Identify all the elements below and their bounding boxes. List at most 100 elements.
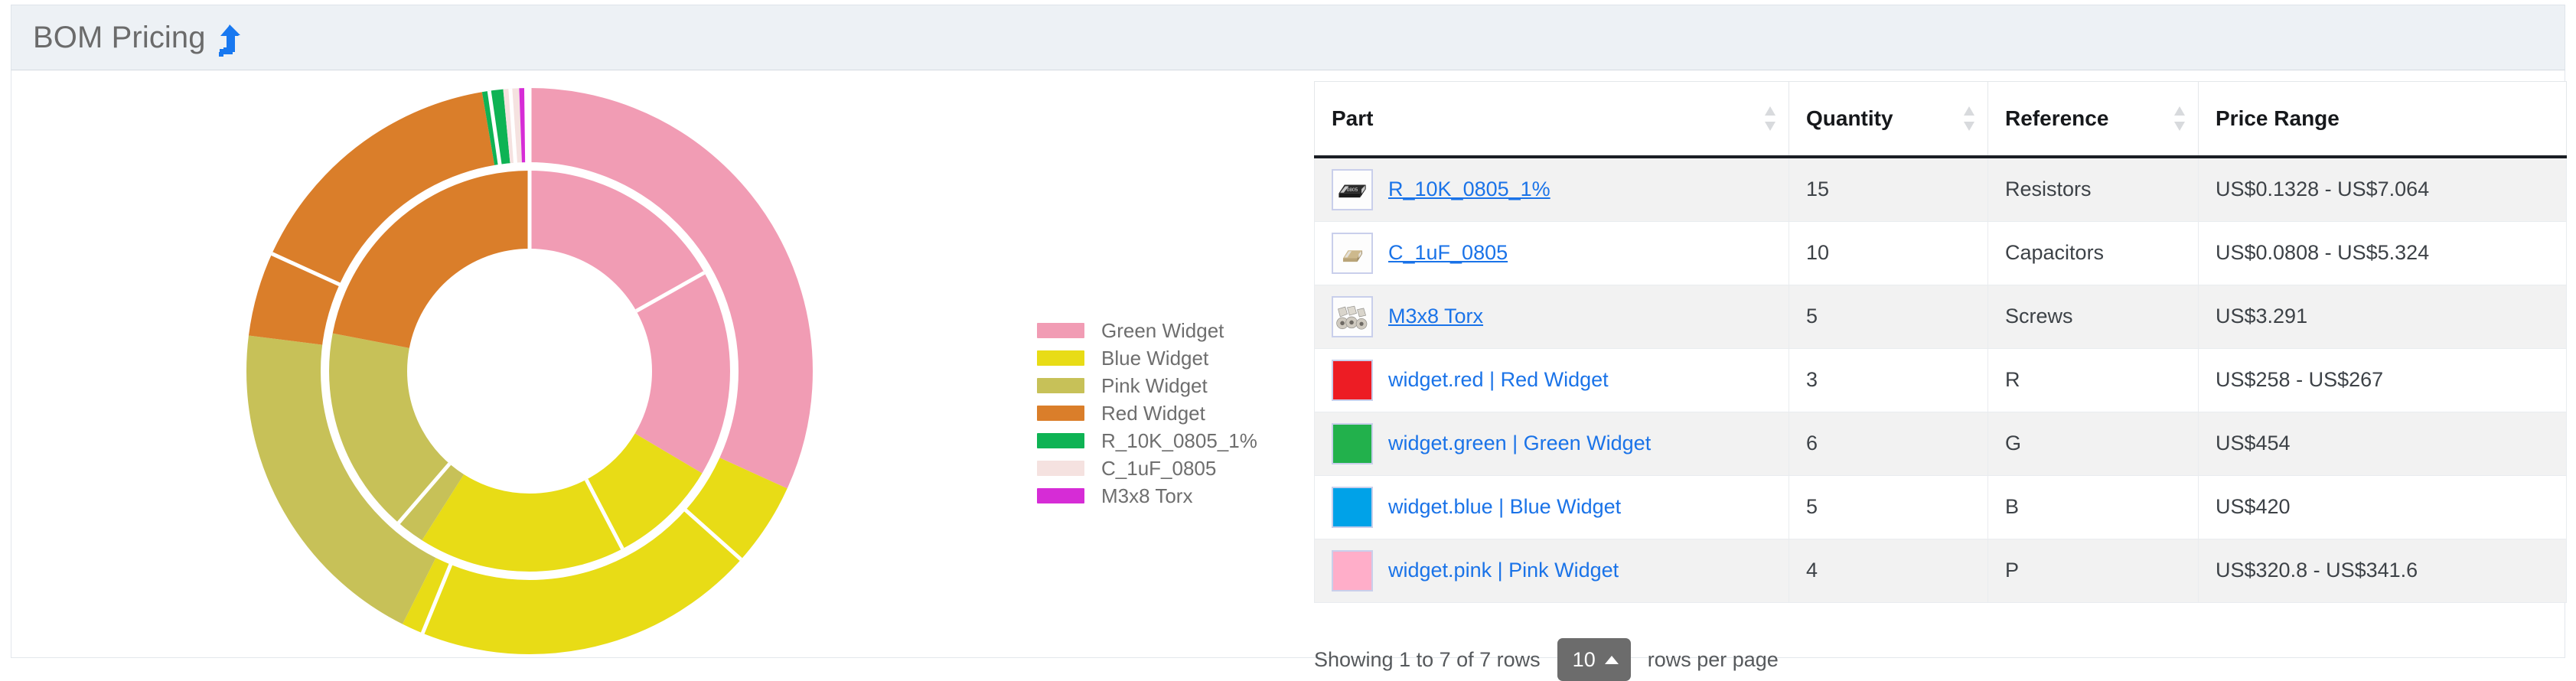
part-link[interactable]: widget.blue | Blue Widget [1388, 495, 1622, 518]
part-link[interactable]: widget.pink | Pink Widget [1388, 559, 1619, 582]
cell-quantity: 6 [1789, 411, 1988, 476]
legend-item[interactable]: R_10K_0805_1% [1037, 428, 1257, 452]
column-header-reference[interactable]: Reference [1987, 81, 2199, 158]
table-row[interactable]: widget.red | Red Widget 3 R US$258 - US$… [1314, 347, 2567, 412]
cell-quantity: 10 [1789, 220, 1988, 285]
table-row[interactable]: M3x8 Torx 5 Screws US$3.291 [1314, 284, 2567, 349]
legend-item[interactable]: M3x8 Torx [1037, 484, 1257, 507]
color-swatch-blue-icon [1332, 486, 1373, 528]
part-link[interactable]: M3x8 Torx [1388, 305, 1484, 327]
smd-resistor-icon: 0805 [1332, 168, 1373, 210]
legend-item-label: R_10K_0805_1% [1101, 428, 1257, 452]
outer-slice-blue-widget [246, 88, 813, 654]
legend-item-label: Pink Widget [1101, 373, 1208, 397]
cell-part: 0805 R_10K_0805_1% [1314, 156, 1789, 222]
cell-part: C_1uF_0805 [1314, 220, 1789, 285]
part-link[interactable]: C_1uF_0805 [1388, 241, 1508, 264]
smd-capacitor-icon [1332, 232, 1373, 274]
legend-item-label: M3x8 Torx [1101, 484, 1193, 507]
legend-item[interactable]: Pink Widget [1037, 373, 1257, 397]
cell-reference: G [1987, 411, 2199, 476]
legend-item-label: Red Widget [1101, 401, 1205, 425]
screws-icon [1332, 295, 1373, 337]
cell-part: widget.pink | Pink Widget [1314, 538, 1789, 603]
nested-donut-chart[interactable] [235, 77, 824, 666]
legend-item-label: C_1uF_0805 [1101, 456, 1217, 480]
table-header-row: Part Quantity [1314, 81, 2567, 158]
cell-part: widget.blue | Blue Widget [1314, 474, 1789, 539]
legend-swatch-icon [1037, 461, 1084, 476]
rows-per-page-label: rows per page [1647, 647, 1779, 671]
legend-item[interactable]: Blue Widget [1037, 346, 1257, 370]
legend-item[interactable]: C_1uF_0805 [1037, 457, 1257, 480]
page-title: BOM Pricing [33, 20, 206, 54]
legend-swatch-icon [1037, 350, 1084, 366]
sort-arrows-icon[interactable] [2173, 106, 2186, 132]
sort-arrows-icon[interactable] [1764, 106, 1776, 132]
column-header-quantity[interactable]: Quantity [1789, 81, 1988, 158]
cell-reference: Screws [1987, 284, 2199, 349]
part-link[interactable]: widget.green | Green Widget [1388, 432, 1652, 455]
column-header-label: Price Range [2216, 106, 2340, 130]
showing-rows-text: Showing 1 to 7 of 7 rows [1314, 647, 1541, 671]
cell-price-range: US$258 - US$267 [2198, 347, 2567, 412]
chart-legend: Green Widget Blue Widget Pink Widget Red… [1037, 318, 1257, 507]
bom-table: Part Quantity [1314, 81, 2567, 603]
legend-item-label: Blue Widget [1101, 346, 1209, 370]
table-row[interactable]: widget.pink | Pink Widget 4 P US$320.8 -… [1314, 538, 2567, 603]
inner-slice-pink-widget [329, 171, 730, 572]
panel-header: BOM Pricing [11, 5, 2565, 70]
rows-per-page-select[interactable]: 10 [1557, 638, 1631, 681]
part-link[interactable]: R_10K_0805_1% [1388, 178, 1550, 200]
legend-swatch-icon [1037, 406, 1084, 421]
sort-arrows-icon[interactable] [1963, 106, 1975, 132]
color-swatch-green-icon [1332, 422, 1373, 464]
inner-slice-blue-widget [329, 171, 730, 572]
cell-price-range: US$0.0808 - US$5.324 [2198, 220, 2567, 285]
bom-pricing-chart: Green Widget Blue Widget Pink Widget Red… [11, 70, 1312, 658]
cell-reference: B [1987, 474, 2199, 539]
table-row[interactable]: widget.green | Green Widget 6 G US$454 [1314, 411, 2567, 476]
cell-quantity: 5 [1789, 474, 1988, 539]
cell-quantity: 4 [1789, 538, 1988, 603]
cell-reference: Capacitors [1987, 220, 2199, 285]
cell-price-range: US$320.8 - US$341.6 [2198, 538, 2567, 603]
color-swatch-pink-icon [1332, 549, 1373, 591]
table-footer: Showing 1 to 7 of 7 rows 10 rows per pag… [1314, 638, 1779, 681]
outer-slice-pink-widget [246, 88, 813, 654]
table-row[interactable]: C_1uF_0805 10 Capacitors US$0.0808 - US$… [1314, 220, 2567, 285]
legend-swatch-icon [1037, 433, 1084, 448]
color-swatch-red-icon [1332, 359, 1373, 401]
cell-quantity: 15 [1789, 156, 1988, 222]
panel-body: Green Widget Blue Widget Pink Widget Red… [11, 70, 2567, 681]
svg-text:0805: 0805 [1347, 187, 1358, 192]
legend-item[interactable]: Red Widget [1037, 401, 1257, 425]
cell-part: widget.green | Green Widget [1314, 411, 1789, 476]
column-header-label: Part [1332, 106, 1374, 130]
table-row[interactable]: 0805 R_10K_0805_1% 15 Resistors US$0.132… [1314, 156, 2567, 222]
column-header-label: Reference [2005, 106, 2109, 130]
column-header-price-range[interactable]: Price Range [2198, 81, 2567, 158]
cell-price-range: US$3.291 [2198, 284, 2567, 349]
level-up-arrow-icon[interactable] [217, 24, 243, 57]
cell-part: widget.red | Red Widget [1314, 347, 1789, 412]
rows-per-page-value: 10 [1572, 647, 1596, 671]
legend-swatch-icon [1037, 378, 1084, 393]
part-link[interactable]: widget.red | Red Widget [1388, 368, 1609, 391]
cell-reference: P [1987, 538, 2199, 603]
cell-price-range: US$0.1328 - US$7.064 [2198, 156, 2567, 222]
cell-quantity: 5 [1789, 284, 1988, 349]
bom-table-wrapper: Part Quantity [1314, 81, 2567, 603]
cell-part: M3x8 Torx [1314, 284, 1789, 349]
legend-item[interactable]: Green Widget [1037, 318, 1257, 342]
cell-price-range: US$420 [2198, 474, 2567, 539]
cell-price-range: US$454 [2198, 411, 2567, 476]
column-header-label: Quantity [1806, 106, 1893, 130]
column-header-part[interactable]: Part [1314, 81, 1789, 158]
legend-swatch-icon [1037, 323, 1084, 338]
caret-up-icon [1604, 655, 1619, 664]
cell-reference: Resistors [1987, 156, 2199, 222]
legend-item-label: Green Widget [1101, 318, 1224, 342]
table-row[interactable]: widget.blue | Blue Widget 5 B US$420 [1314, 474, 2567, 539]
legend-swatch-icon [1037, 488, 1084, 503]
